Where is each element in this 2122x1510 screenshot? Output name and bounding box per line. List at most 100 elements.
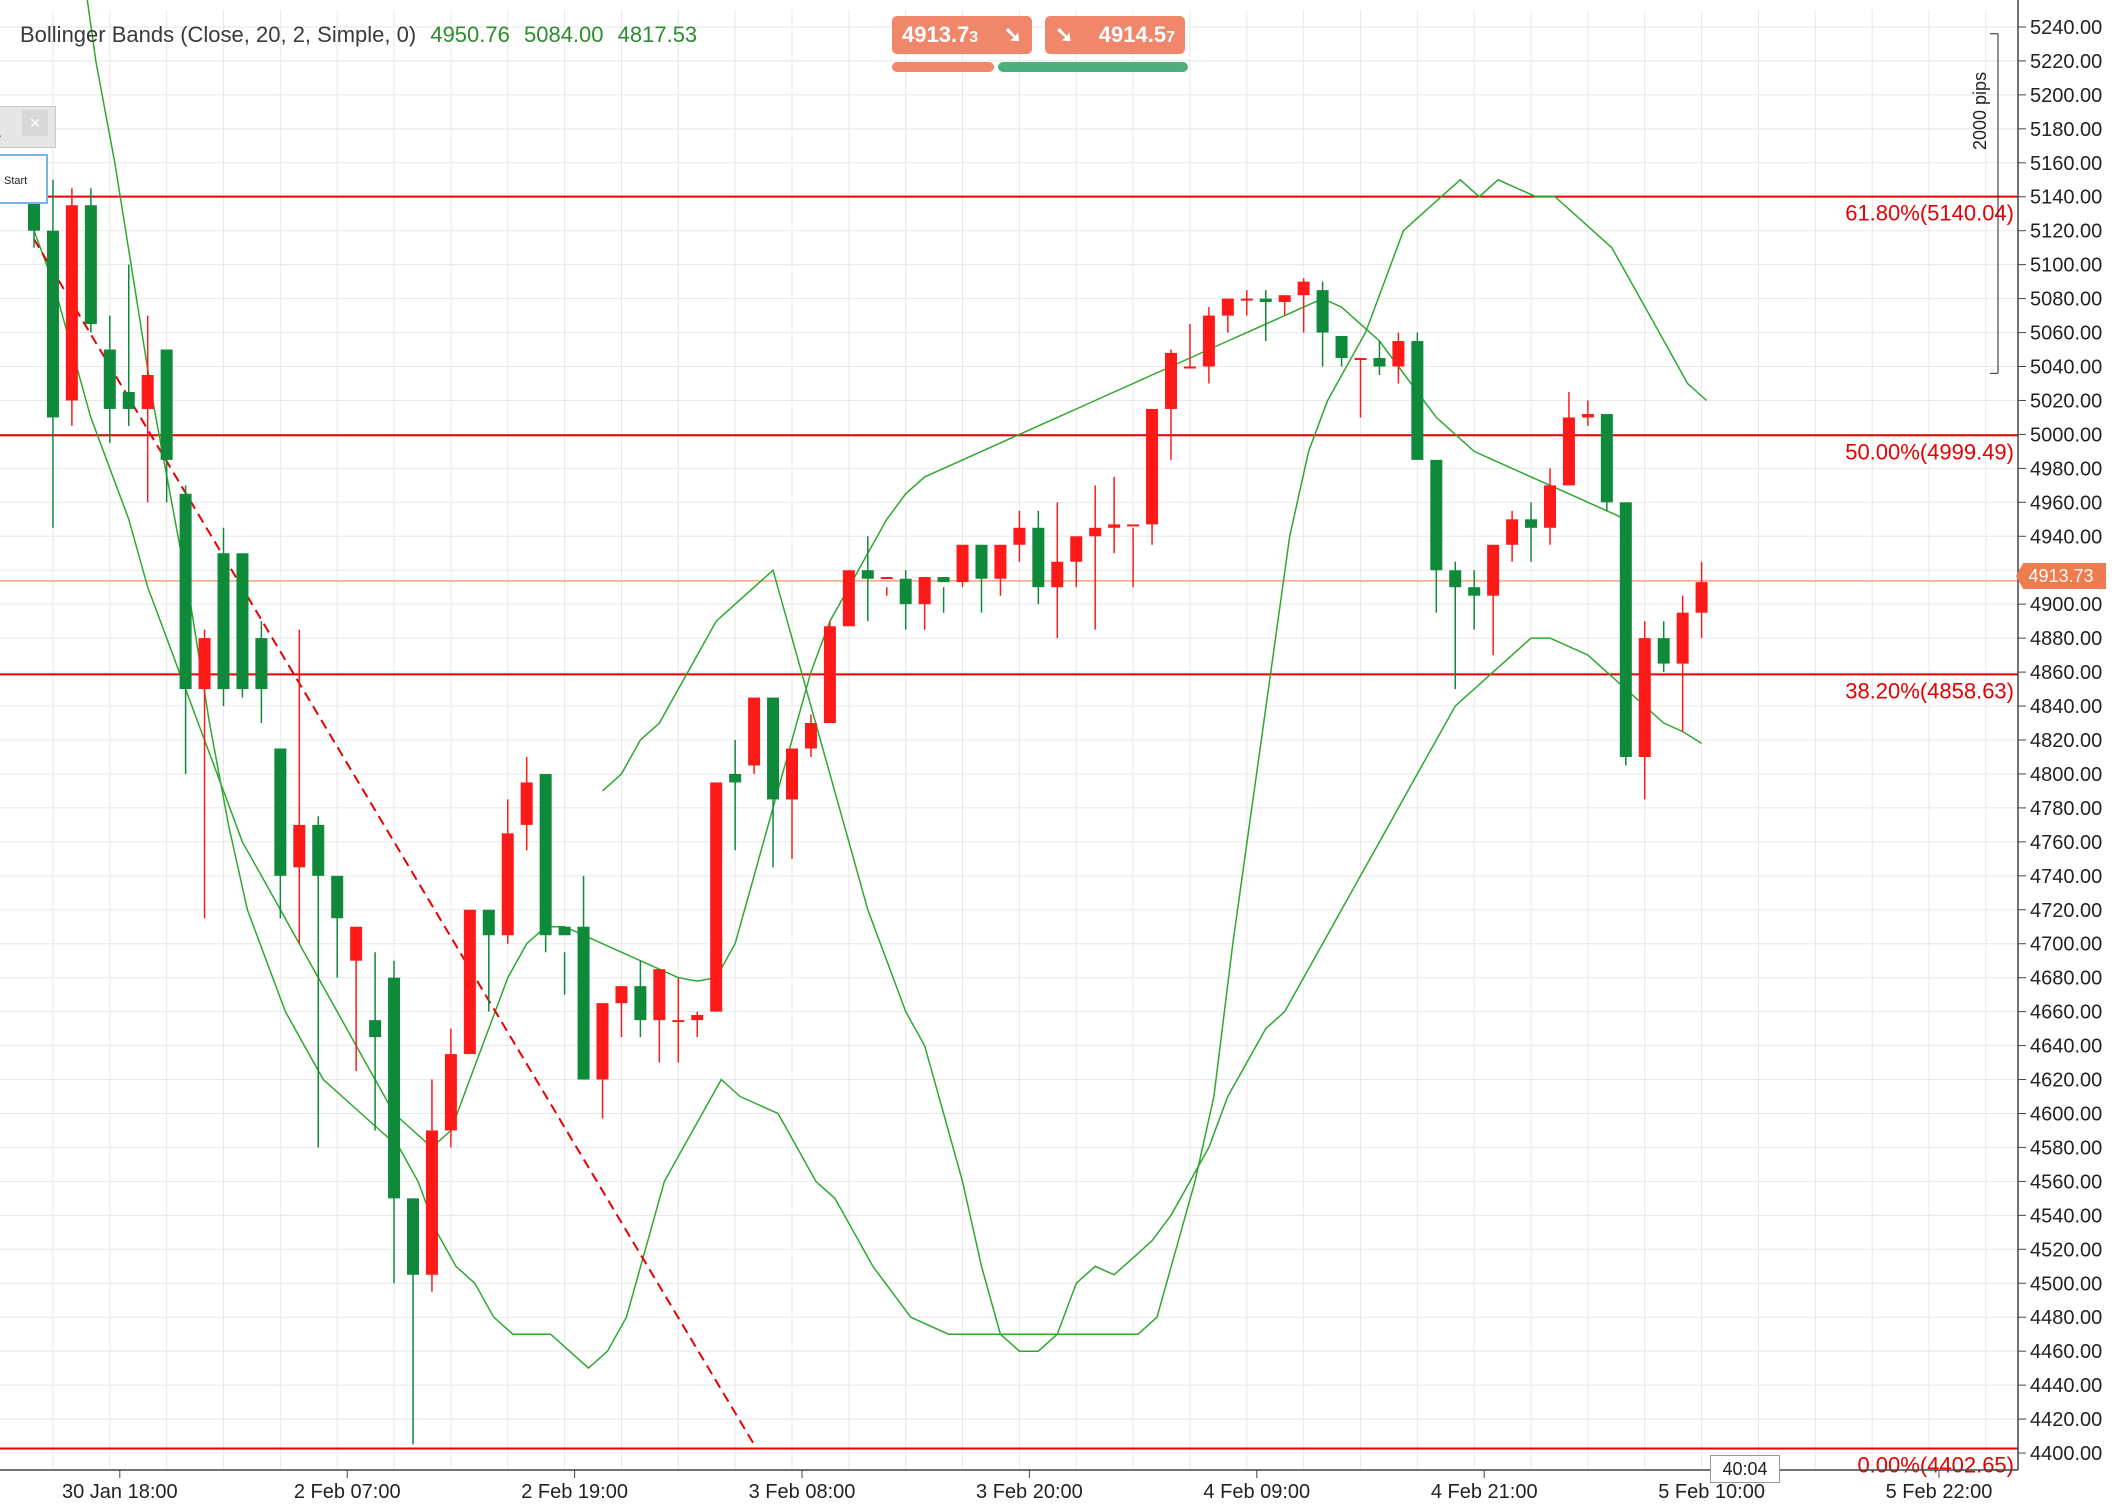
candle-body — [46, 230, 59, 418]
y-tick-label: 5160.00 — [2030, 153, 2102, 175]
candle-body — [255, 638, 268, 690]
candle-body — [861, 570, 874, 579]
bb-upper-value: 5084.00 — [523, 22, 604, 47]
candle-body — [331, 875, 344, 919]
y-tick-label: 4500.00 — [2030, 1273, 2102, 1295]
candle-body — [1089, 527, 1102, 537]
candle-body — [1468, 587, 1481, 596]
candle-body — [577, 926, 590, 1080]
trend-line-dashed — [33, 238, 755, 1446]
candle-body — [1411, 341, 1424, 460]
y-tick-label: 4740.00 — [2030, 866, 2102, 888]
x-tick-label: 3 Feb 20:00 — [976, 1481, 1083, 1503]
candle-body — [672, 1020, 685, 1023]
y-tick-label: 5040.00 — [2030, 357, 2102, 379]
candle-body — [823, 626, 836, 724]
candle-body — [1695, 582, 1708, 613]
buy-button[interactable]: ➘ 4914.57 — [1045, 16, 1185, 54]
x-tick-label: 30 Jan 18:00 — [62, 1481, 178, 1503]
start-button[interactable]: Start — [0, 154, 48, 204]
y-tick-label: 4860.00 — [2030, 662, 2102, 684]
candle-body — [1487, 544, 1500, 596]
candle-body — [1221, 298, 1234, 316]
candle-body — [691, 1015, 704, 1021]
y-tick-label: 4840.00 — [2030, 696, 2102, 718]
x-tick-label: 4 Feb 09:00 — [1203, 1481, 1310, 1503]
y-tick-label: 4440.00 — [2030, 1375, 2102, 1397]
candle-body — [937, 577, 950, 583]
candle-body — [615, 986, 628, 1004]
bb-lower-value: 4817.53 — [617, 22, 698, 47]
candle-body — [236, 553, 249, 690]
side-panel-dot: . — [0, 124, 2, 140]
candle-body — [1013, 527, 1026, 545]
candle-body — [899, 578, 912, 605]
candle-body — [1525, 519, 1538, 528]
candle-body — [1278, 295, 1291, 302]
fib-label: 0.00%(4402.65) — [1857, 1453, 2014, 1478]
current-price-tag: 4913.73 — [2016, 563, 2106, 589]
y-tick-label: 4540.00 — [2030, 1205, 2102, 1227]
candle-body — [463, 909, 476, 1055]
candle-body — [1392, 341, 1405, 367]
pips-scale-label: 2000 pips — [1970, 71, 1990, 150]
buy-volume-bar — [998, 62, 1188, 72]
y-tick-label: 4640.00 — [2030, 1036, 2102, 1058]
candle-body — [880, 577, 893, 580]
y-tick-label: 4800.00 — [2030, 764, 2102, 786]
fib-label: 61.80%(5140.04) — [1845, 201, 2014, 226]
candle-body — [369, 1020, 382, 1038]
candle-body — [1430, 459, 1443, 571]
y-tick-label: 4900.00 — [2030, 594, 2102, 616]
fib-label: 50.00%(4999.49) — [1845, 439, 2014, 464]
candle-body — [1335, 335, 1348, 359]
y-tick-label: 4780.00 — [2030, 798, 2102, 820]
candle-body — [653, 969, 666, 1021]
bollinger-upper — [86, 0, 1708, 1370]
candle-body — [1449, 570, 1462, 588]
candle-body — [748, 697, 761, 766]
candle-body — [767, 697, 780, 800]
candle-body — [425, 1130, 438, 1275]
candle-body — [1240, 298, 1253, 301]
y-tick-label: 4820.00 — [2030, 730, 2102, 752]
y-tick-label: 5020.00 — [2030, 390, 2102, 412]
y-tick-label: 5140.00 — [2030, 187, 2102, 209]
y-tick-label: 5220.00 — [2030, 51, 2102, 73]
candle-body — [786, 748, 798, 800]
y-tick-label: 4460.00 — [2030, 1341, 2102, 1363]
y-tick-label: 4600.00 — [2030, 1103, 2102, 1125]
sell-volume-bar — [892, 62, 994, 72]
candle-body — [160, 349, 173, 460]
y-tick-label: 5240.00 — [2030, 17, 2102, 39]
candle-body — [84, 205, 97, 325]
candle-body — [501, 833, 514, 936]
y-tick-label: 4480.00 — [2030, 1307, 2102, 1329]
grid — [0, 10, 2018, 1470]
candle-body — [1127, 524, 1140, 527]
candle-body — [198, 638, 211, 690]
y-tick-label: 4880.00 — [2030, 628, 2102, 650]
candle-body — [956, 544, 969, 583]
candle-body — [122, 391, 135, 409]
candle-body — [1354, 358, 1367, 361]
candle-body — [217, 553, 230, 690]
y-tick-label: 4660.00 — [2030, 1002, 2102, 1024]
candle-body — [539, 773, 552, 936]
candle-body — [1032, 527, 1045, 588]
sell-button[interactable]: 4913.73 ➘ — [892, 16, 1032, 54]
close-icon[interactable]: × — [22, 110, 48, 136]
candle-body — [141, 375, 154, 409]
buy-arrow-icon: ➘ — [1055, 22, 1074, 47]
candle-body — [1506, 519, 1519, 545]
fib-label: 38.20%(4858.63) — [1845, 678, 2014, 703]
x-tick-label: 2 Feb 19:00 — [521, 1481, 628, 1503]
candle-body — [1297, 281, 1310, 296]
side-panel: . × Start — [0, 106, 56, 204]
candle-body — [1108, 524, 1121, 528]
candle-body — [729, 773, 742, 783]
candle-body — [407, 1198, 419, 1275]
indicator-label: Bollinger Bands (Close, 20, 2, Simple, 0… — [20, 22, 417, 47]
candle-body — [179, 493, 192, 690]
